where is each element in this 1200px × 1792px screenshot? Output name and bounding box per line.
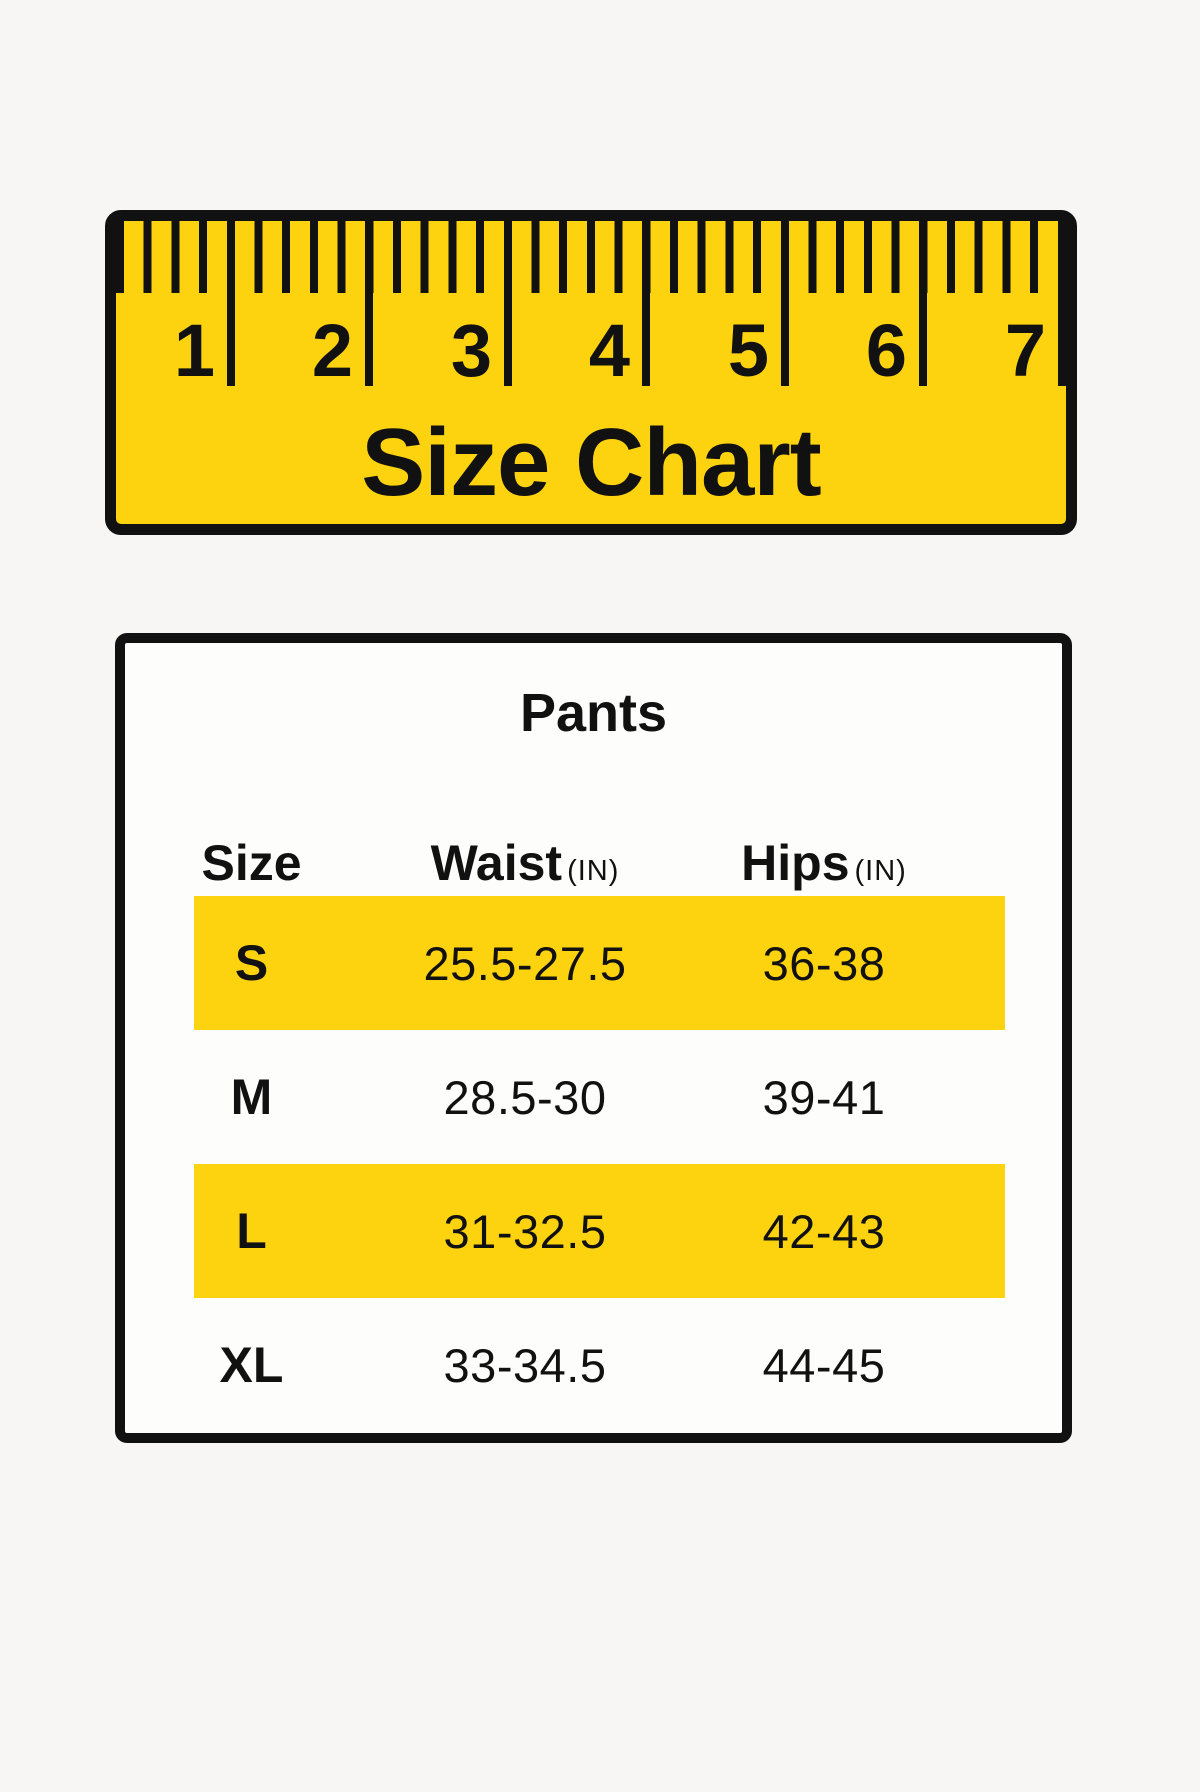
column-header-hips: Hips (IN) — [741, 834, 907, 892]
ruler-number: 2 — [311, 309, 353, 392]
size-cell: M — [230, 1069, 273, 1125]
ruler-number: 1 — [173, 309, 215, 392]
ruler-inch-tick-1 — [227, 221, 235, 386]
ruler-number: 6 — [865, 309, 907, 392]
ruler-inch-tick-5 — [781, 221, 789, 386]
size-cell: S — [234, 935, 269, 991]
table-row-s: S 25.5-27.5 36-38 — [194, 896, 1005, 1030]
hips-cell: 42-43 — [762, 1204, 886, 1258]
column-label: Waist — [430, 835, 563, 891]
column-label: Size — [201, 835, 302, 891]
hips-cell: 36-38 — [762, 936, 886, 990]
waist-cell: 31-32.5 — [443, 1204, 607, 1258]
ruler-number: 7 — [1004, 309, 1046, 392]
ruler-number: 3 — [450, 309, 492, 392]
unit-label: (IN) — [854, 855, 907, 887]
ruler-number: 4 — [588, 309, 630, 392]
waist-cell: 28.5-30 — [443, 1070, 607, 1124]
ruler-face: 1 2 3 4 5 6 7 Size Chart — [116, 221, 1066, 524]
hips-cell: 39-41 — [762, 1070, 886, 1124]
hips-cell: 44-45 — [762, 1338, 886, 1392]
table-row-xl: XL 33-34.5 44-45 — [194, 1298, 1005, 1432]
ruler-inch-tick-4 — [642, 221, 650, 386]
ruler-inch-tick-3 — [504, 221, 512, 386]
table-row-m: M 28.5-30 39-41 — [194, 1030, 1005, 1164]
column-header-waist: Waist (IN) — [309, 834, 741, 892]
table-header-row: Size Waist (IN) Hips (IN) — [194, 830, 1005, 896]
ruler-graphic: 1 2 3 4 5 6 7 Size Chart — [105, 210, 1077, 535]
page-title: Size Chart — [361, 409, 821, 516]
column-label: Hips — [741, 835, 850, 891]
size-table-panel: Pants Size Waist (IN) Hips (IN) S 25.5-27.… — [115, 633, 1072, 1443]
column-header-size: Size — [194, 834, 309, 892]
waist-cell: 33-34.5 — [443, 1338, 607, 1392]
ruler-inch-tick-6 — [919, 221, 927, 386]
ruler-tick-marks — [116, 221, 1066, 293]
unit-label: (IN) — [567, 855, 620, 887]
table-row-l: L 31-32.5 42-43 — [194, 1164, 1005, 1298]
size-cell: XL — [219, 1337, 284, 1393]
ruler-inch-tick-7 — [1058, 221, 1066, 386]
size-cell: L — [236, 1203, 267, 1259]
ruler-number: 5 — [727, 309, 769, 392]
table-title: Pants — [519, 683, 668, 743]
ruler-inch-tick-2 — [365, 221, 373, 386]
waist-cell: 25.5-27.5 — [423, 936, 627, 990]
